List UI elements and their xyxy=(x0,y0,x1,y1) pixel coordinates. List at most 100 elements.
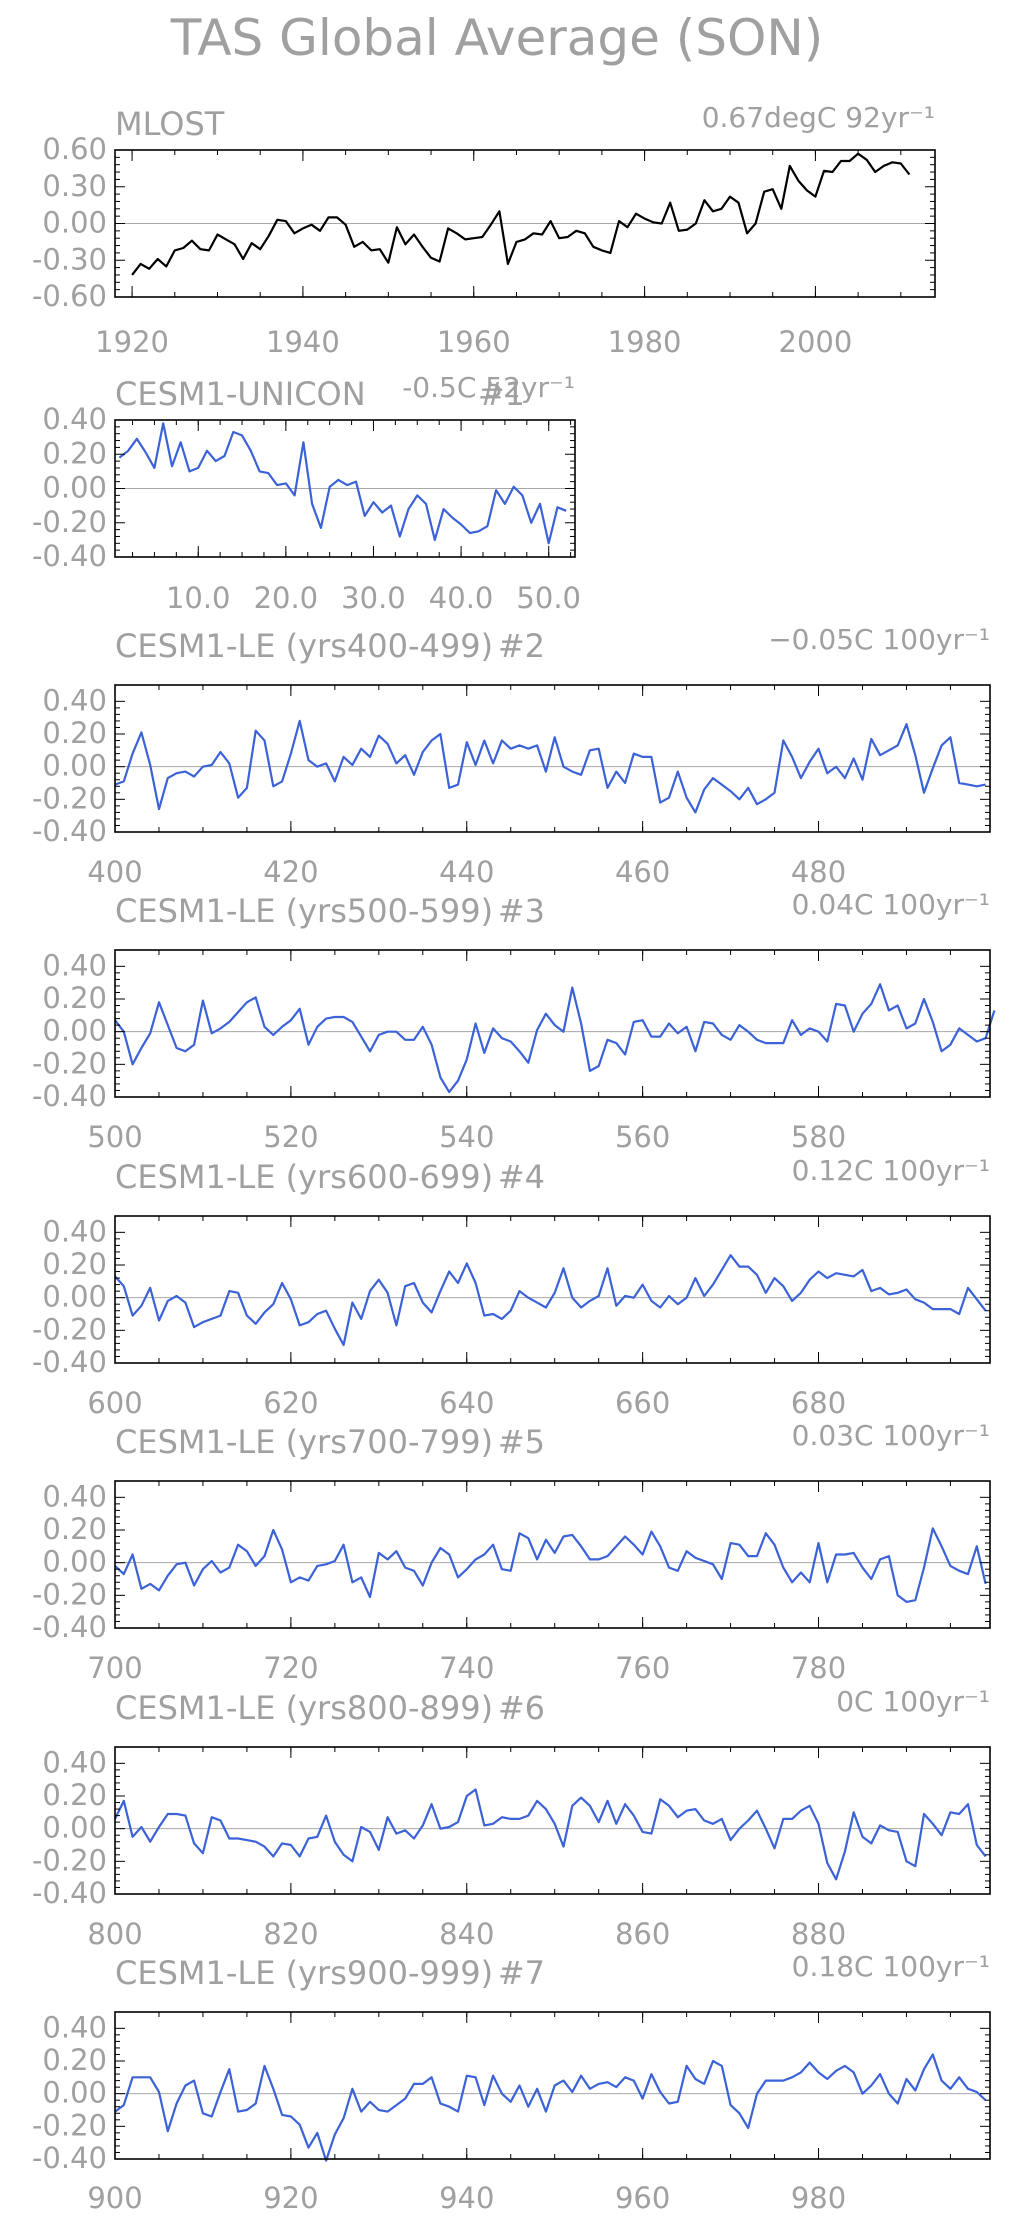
x-tick-label: 900 xyxy=(87,2181,142,2215)
x-tick-label: 780 xyxy=(791,1651,846,1685)
chart-panel-3: -0.40-0.200.000.200.40 400 420 440 460 480 CES… xyxy=(32,623,991,889)
x-tick-label: 740 xyxy=(439,1651,494,1685)
x-tick-label: 760 xyxy=(615,1651,670,1685)
panel-label: CESM1-LE (yrs500-599) xyxy=(115,892,493,930)
y-tick-label: -0.40 xyxy=(32,539,107,573)
x-tick-label: 940 xyxy=(439,2181,494,2215)
x-tick-label: 540 xyxy=(439,1120,494,1154)
panel-label: MLOST xyxy=(115,105,225,143)
y-tick-label: -0.40 xyxy=(32,1079,107,1113)
x-tick-label: 440 xyxy=(439,855,494,889)
x-tick-label: 840 xyxy=(439,1917,494,1951)
panel-label: CESM1-LE (yrs400-499) xyxy=(115,627,493,665)
x-tick-label: 500 xyxy=(87,1120,142,1154)
x-tick-label: 480 xyxy=(791,855,846,889)
y-tick-label: -0.20 xyxy=(32,1843,107,1877)
x-tick-label: 400 xyxy=(87,855,142,889)
x-tick-label: 960 xyxy=(615,2181,670,2215)
y-tick-label: 0.20 xyxy=(42,981,107,1015)
x-tick-label: 20.0 xyxy=(254,581,319,615)
y-tick-label: 0.40 xyxy=(42,402,107,436)
y-tick-label: 0.40 xyxy=(42,948,107,982)
plot-frame xyxy=(114,684,991,833)
y-tick-label: -0.40 xyxy=(32,1610,107,1644)
y-tick-label: 0.40 xyxy=(42,1214,107,1248)
y-tick-label: 0.00 xyxy=(42,749,107,783)
panel-number: #5 xyxy=(498,1423,545,1461)
chart-panel-4: -0.40-0.200.000.200.40 500 520 540 560 580 CES… xyxy=(32,888,996,1154)
x-tick-label: 980 xyxy=(791,2181,846,2215)
trend-label: 0C 100yr⁻¹ xyxy=(836,1685,990,1718)
panel-label: CESM1-UNICON xyxy=(115,375,366,413)
x-tick-label: 580 xyxy=(791,1120,846,1154)
x-tick-label: 720 xyxy=(263,1651,318,1685)
y-tick-label: 0.40 xyxy=(42,2010,107,2044)
plot-frame xyxy=(114,1746,991,1895)
x-tick-label: 600 xyxy=(87,1386,142,1420)
x-tick-label: 620 xyxy=(263,1386,318,1420)
y-tick-label: 0.20 xyxy=(42,716,107,750)
x-tick-label: 700 xyxy=(87,1651,142,1685)
x-tick-label: 30.0 xyxy=(341,581,406,615)
y-tick-label: -0.20 xyxy=(32,781,107,815)
x-tick-label: 560 xyxy=(615,1120,670,1154)
y-tick-label: -0.20 xyxy=(32,1046,107,1080)
y-tick-label: 0.20 xyxy=(42,1247,107,1281)
panel-label: CESM1-LE (yrs700-799) xyxy=(115,1423,493,1461)
y-tick-label: 0.40 xyxy=(42,1479,107,1513)
trend-label: 0.67degC 92yr⁻¹ xyxy=(702,101,935,134)
y-tick-label: 0.40 xyxy=(42,683,107,717)
panel-label: CESM1-LE (yrs600-699) xyxy=(115,1158,493,1196)
series-line xyxy=(114,1788,987,1881)
x-tick-label: 1980 xyxy=(608,325,682,359)
y-tick-label: -0.20 xyxy=(32,505,107,539)
y-tick-label: -0.40 xyxy=(32,814,107,848)
x-tick-label: 460 xyxy=(615,855,670,889)
y-tick-label: 0.00 xyxy=(42,1545,107,1579)
y-tick-label: 0.60 xyxy=(42,132,107,166)
y-tick-label: 0.20 xyxy=(42,1778,107,1812)
y-tick-label: -0.60 xyxy=(32,279,107,313)
y-tick-label: -0.40 xyxy=(32,1876,107,1910)
x-tick-label: 820 xyxy=(263,1917,318,1951)
chart-panel-2: -0.40-0.200.000.200.40 10.0 20.0 30.0 40.0 50… xyxy=(32,371,581,615)
y-tick-label: 0.00 xyxy=(42,2076,107,2110)
x-tick-label: 1940 xyxy=(266,325,340,359)
y-tick-label: -0.40 xyxy=(32,1345,107,1379)
series-line xyxy=(114,1254,987,1347)
series-line xyxy=(118,422,567,545)
x-tick-label: 1960 xyxy=(437,325,511,359)
series-line xyxy=(114,719,986,814)
x-tick-label: 520 xyxy=(263,1120,318,1154)
series-line xyxy=(114,2053,987,2162)
y-tick-label: 0.20 xyxy=(42,1512,107,1546)
chart-panel-5: -0.40-0.200.000.200.40 600 620 640 660 680 CES… xyxy=(32,1154,991,1420)
y-tick-label: 0.20 xyxy=(42,436,107,470)
trend-label: 0.12C 100yr⁻¹ xyxy=(792,1154,990,1187)
plot-frame xyxy=(114,1215,991,1364)
plot-frame xyxy=(114,1480,991,1629)
trend-label: 0.18C 100yr⁻¹ xyxy=(792,1950,990,1983)
series-line xyxy=(114,1527,987,1604)
x-tick-label: 860 xyxy=(615,1917,670,1951)
series-line xyxy=(114,983,996,1094)
x-tick-label: 10.0 xyxy=(166,581,231,615)
x-tick-label: 660 xyxy=(615,1386,670,1420)
y-tick-label: 0.00 xyxy=(42,206,107,240)
y-tick-label: -0.20 xyxy=(32,1577,107,1611)
y-tick-label: 0.00 xyxy=(42,1280,107,1314)
plot-frame xyxy=(114,949,991,1098)
y-tick-label: 0.00 xyxy=(42,471,107,505)
y-tick-label: 0.20 xyxy=(42,2043,107,2077)
x-tick-label: 1920 xyxy=(95,325,169,359)
x-tick-label: 40.0 xyxy=(429,581,494,615)
panel-number: #1 xyxy=(478,375,525,413)
figure-title: TAS Global Average (SON) xyxy=(170,9,824,67)
x-tick-label: 920 xyxy=(263,2181,318,2215)
y-tick-label: -0.20 xyxy=(32,1312,107,1346)
plot-frame xyxy=(114,2011,991,2160)
x-tick-label: 680 xyxy=(791,1386,846,1420)
trend-label: -0.5C 52yr⁻¹ xyxy=(402,371,575,404)
